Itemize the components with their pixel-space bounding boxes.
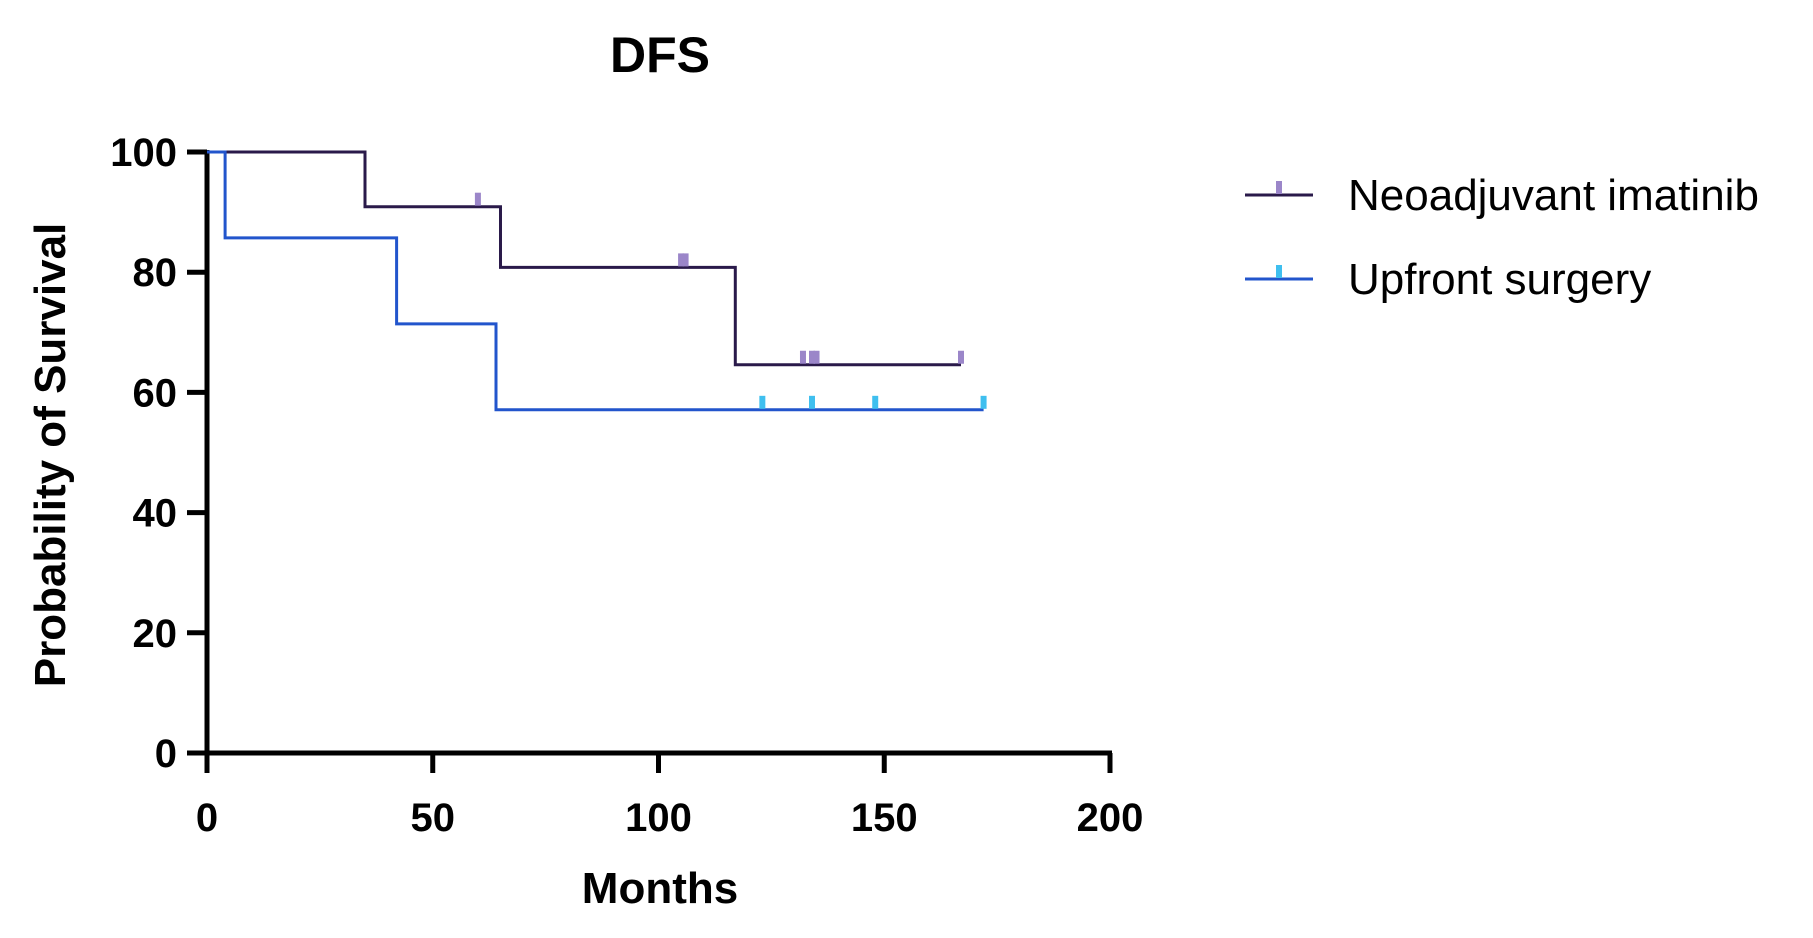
y-tick-label: 60 (133, 371, 178, 415)
x-tick-label: 0 (196, 796, 218, 840)
x-tick-label: 150 (851, 796, 918, 840)
legend: Neoadjuvant imatinib Upfront surgery (1245, 171, 1759, 304)
x-tick-label: 200 (1077, 796, 1144, 840)
x-tick-label: 50 (411, 796, 456, 840)
series-line (207, 150, 984, 412)
series-0 (207, 150, 965, 367)
axes: 0 50 100 150 200 0 20 40 60 80 100 (110, 131, 1143, 840)
series-1 (207, 150, 987, 412)
series-layer (207, 150, 987, 412)
y-tick-label: 40 (133, 492, 178, 536)
x-axis-label: Months (582, 864, 738, 913)
y-tick-label: 80 (133, 251, 178, 295)
y-tick-label: 20 (133, 612, 178, 656)
y-axis-label: Probability of Survival (26, 223, 75, 688)
legend-item: Upfront surgery (1245, 255, 1651, 304)
legend-item: Neoadjuvant imatinib (1245, 171, 1759, 220)
y-tick-label: 100 (110, 131, 177, 175)
legend-label: Upfront surgery (1348, 255, 1651, 304)
series-line (207, 150, 961, 367)
y-tick-label: 0 (155, 732, 177, 776)
legend-label: Neoadjuvant imatinib (1348, 171, 1759, 220)
x-tick-label: 100 (625, 796, 692, 840)
chart-title: DFS (610, 27, 710, 83)
